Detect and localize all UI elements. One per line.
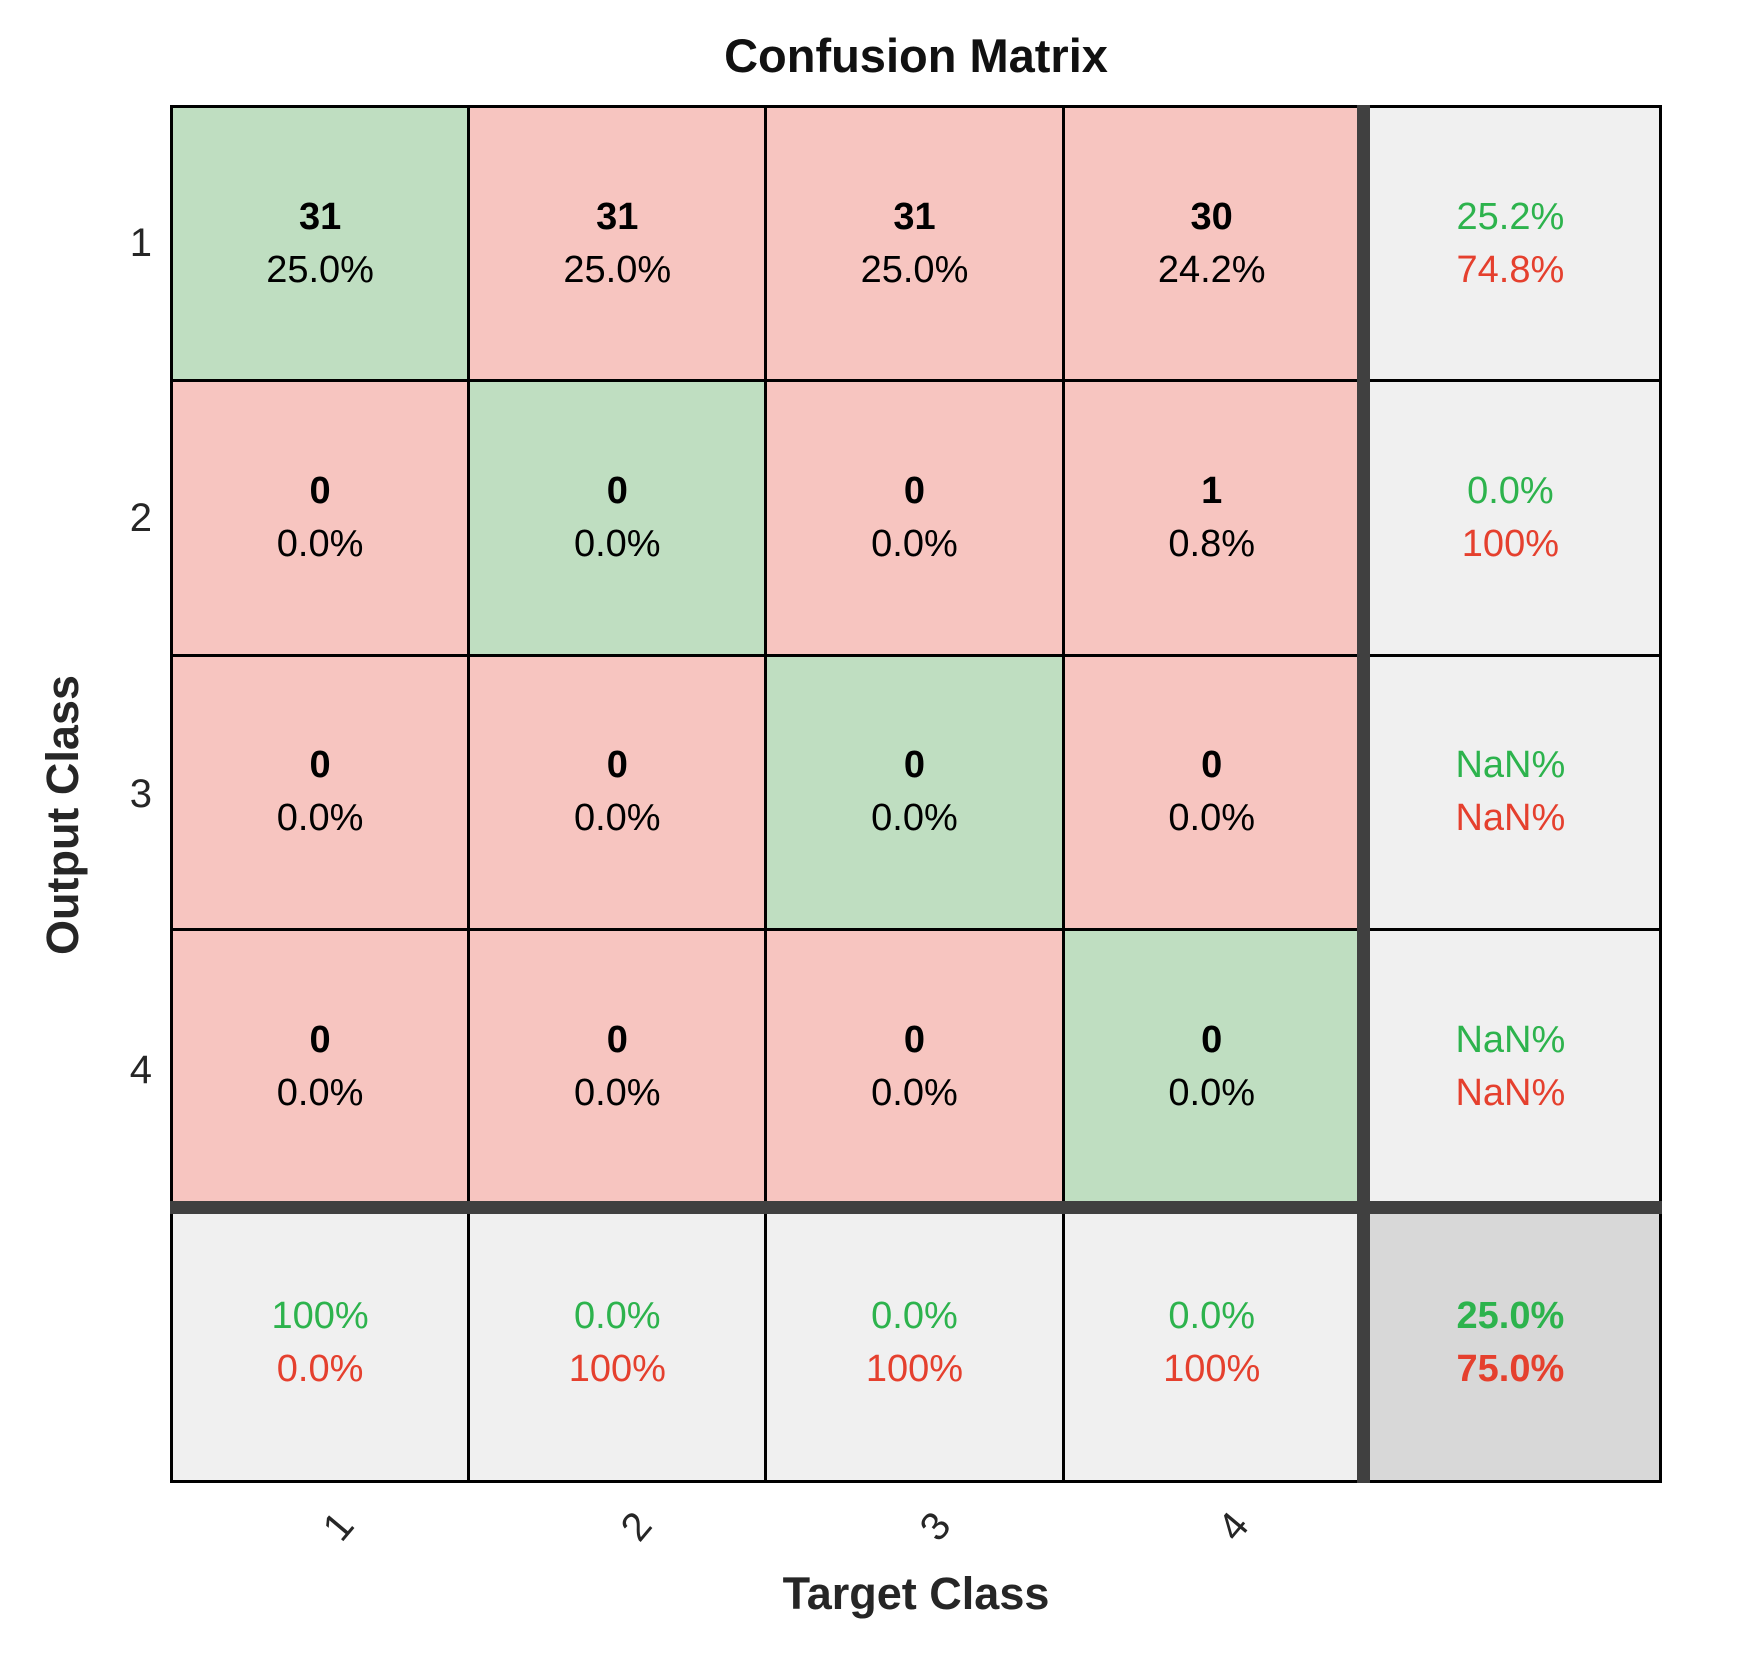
cell-output4-target2-top-value: 0	[606, 1018, 628, 1061]
cell-output1-target4-top-value: 30	[1190, 195, 1233, 238]
row-summary-4-bottom-value: NaN%	[1455, 1071, 1566, 1114]
cell-output3-target2: 0 0.0%	[470, 656, 768, 932]
row-summary-2-top-value: 0.0%	[1467, 470, 1554, 513]
cell-output1-target4: 30 24.2%	[1064, 108, 1362, 383]
cell-output3-target1: 0 0.0%	[173, 656, 471, 932]
matrix-grid: 31 25.0% 31 25.0% 31 25.0% 30 24.2% 25.2% 74.8% 0 0…	[170, 105, 1662, 1483]
col-summary-3-bottom-value: 100%	[865, 1347, 964, 1390]
y-tick-label-2: 2	[129, 496, 152, 540]
cell-output1-target3-top-value: 31	[893, 195, 936, 238]
cell-output3-target4: 0 0.0%	[1064, 656, 1362, 932]
cell-output1-target2-top-value: 31	[596, 195, 639, 238]
cell-output1-target1-bottom-value: 25.0%	[266, 248, 374, 291]
cell-output1-target3-bottom-value: 25.0%	[860, 248, 969, 291]
x-axis-label: Target Class	[782, 1568, 1050, 1619]
cell-output3-target3-bottom-value: 0.0%	[871, 797, 958, 840]
cell-output4-target3-bottom-value: 0.0%	[871, 1071, 958, 1114]
col-summary-2-bottom-value: 100%	[568, 1347, 666, 1390]
cell-output4-target2: 0 0.0%	[470, 931, 768, 1206]
cell-output4-target2-bottom-value: 0.0%	[573, 1071, 661, 1114]
col-summary-2-top-value: 0.0%	[573, 1294, 661, 1337]
cell-output2-target2-top-value: 0	[606, 470, 628, 513]
summary-row-separator	[170, 1200, 1662, 1214]
cell-output1-target4-bottom-value: 24.2%	[1157, 248, 1266, 291]
cell-output3-target2-bottom-value: 0.0%	[573, 797, 661, 840]
cell-output2-target3-bottom-value: 0.0%	[871, 523, 958, 566]
cell-output4-target1-top-value: 0	[309, 1018, 331, 1061]
cell-output4-target3: 0 0.0%	[767, 931, 1065, 1206]
cell-output3-target3: 0 0.0%	[767, 656, 1065, 932]
cell-output1-target2: 31 25.0%	[470, 108, 768, 383]
cell-output1-target1-top-value: 31	[298, 195, 342, 238]
col-summary-1-top-value: 100%	[271, 1294, 369, 1337]
cell-output2-target2-bottom-value: 0.0%	[573, 523, 661, 566]
cell-output4-target4: 0 0.0%	[1064, 931, 1362, 1206]
cell-output4-target4-top-value: 0	[1201, 1018, 1223, 1061]
col-summary-3: 0.0% 100%	[767, 1205, 1065, 1480]
row-summary-2-bottom-value: 100%	[1461, 523, 1559, 566]
x-tick-label-1: 1	[314, 1504, 363, 1550]
cell-output3-target1-top-value: 0	[309, 744, 331, 787]
cell-output2-target1-bottom-value: 0.0%	[276, 523, 364, 566]
cell-output4-target1-bottom-value: 0.0%	[276, 1071, 364, 1114]
cell-output2-target1: 0 0.0%	[173, 382, 471, 657]
row-summary-4-top-value: NaN%	[1455, 1018, 1566, 1061]
cell-output3-target4-top-value: 0	[1201, 744, 1223, 787]
x-tick-label-4: 4	[1209, 1504, 1258, 1550]
col-summary-4-bottom-value: 100%	[1163, 1347, 1261, 1390]
chart-title: Confusion Matrix	[724, 29, 1108, 82]
summary-column-separator	[1356, 105, 1370, 1483]
col-summary-1: 100% 0.0%	[173, 1205, 471, 1480]
cell-output4-target1: 0 0.0%	[173, 931, 471, 1206]
row-summary-2: 0.0% 100%	[1361, 382, 1659, 657]
row-summary-3-bottom-value: NaN%	[1455, 797, 1566, 840]
col-summary-4: 0.0% 100%	[1064, 1205, 1362, 1480]
cell-output2-target4-bottom-value: 0.8%	[1168, 523, 1255, 566]
overall-accuracy-cell-top-value: 25.0%	[1456, 1294, 1565, 1337]
cell-output1-target1: 31 25.0%	[173, 108, 471, 383]
cell-output3-target1-bottom-value: 0.0%	[276, 797, 364, 840]
cell-output3-target4-bottom-value: 0.0%	[1168, 797, 1255, 840]
y-tick-label-1: 1	[129, 221, 152, 265]
cell-output2-target2: 0 0.0%	[470, 382, 768, 657]
row-summary-3-top-value: NaN%	[1455, 744, 1566, 787]
x-tick-label-2: 2	[612, 1504, 661, 1550]
overall-accuracy-cell: 25.0% 75.0%	[1361, 1205, 1659, 1480]
row-summary-4: NaN% NaN%	[1361, 931, 1659, 1206]
y-tick-label-3: 3	[129, 772, 152, 816]
cell-output1-target2-bottom-value: 25.0%	[563, 248, 672, 291]
cell-output3-target2-top-value: 0	[606, 744, 628, 787]
row-summary-3: NaN% NaN%	[1361, 656, 1659, 932]
overall-accuracy-cell-bottom-value: 75.0%	[1456, 1347, 1565, 1390]
cell-output2-target1-top-value: 0	[309, 470, 331, 513]
col-summary-2: 0.0% 100%	[470, 1205, 768, 1480]
cell-output4-target3-top-value: 0	[903, 1018, 926, 1061]
x-tick-label-3: 3	[911, 1504, 960, 1550]
col-summary-4-top-value: 0.0%	[1168, 1294, 1255, 1337]
cell-output2-target4: 1 0.8%	[1064, 382, 1362, 657]
col-summary-3-top-value: 0.0%	[871, 1294, 958, 1337]
cell-output3-target3-top-value: 0	[903, 744, 926, 787]
row-summary-1-bottom-value: 74.8%	[1456, 248, 1565, 291]
row-summary-1-top-value: 25.2%	[1456, 195, 1565, 238]
cell-output2-target3-top-value: 0	[903, 470, 926, 513]
row-summary-1: 25.2% 74.8%	[1361, 108, 1659, 383]
cell-output1-target3: 31 25.0%	[767, 108, 1065, 383]
cell-output2-target4-top-value: 1	[1201, 470, 1223, 513]
y-tick-label-4: 4	[129, 1048, 152, 1092]
cell-output2-target3: 0 0.0%	[767, 382, 1065, 657]
col-summary-1-bottom-value: 0.0%	[276, 1347, 364, 1390]
cell-output4-target4-bottom-value: 0.0%	[1168, 1071, 1255, 1114]
